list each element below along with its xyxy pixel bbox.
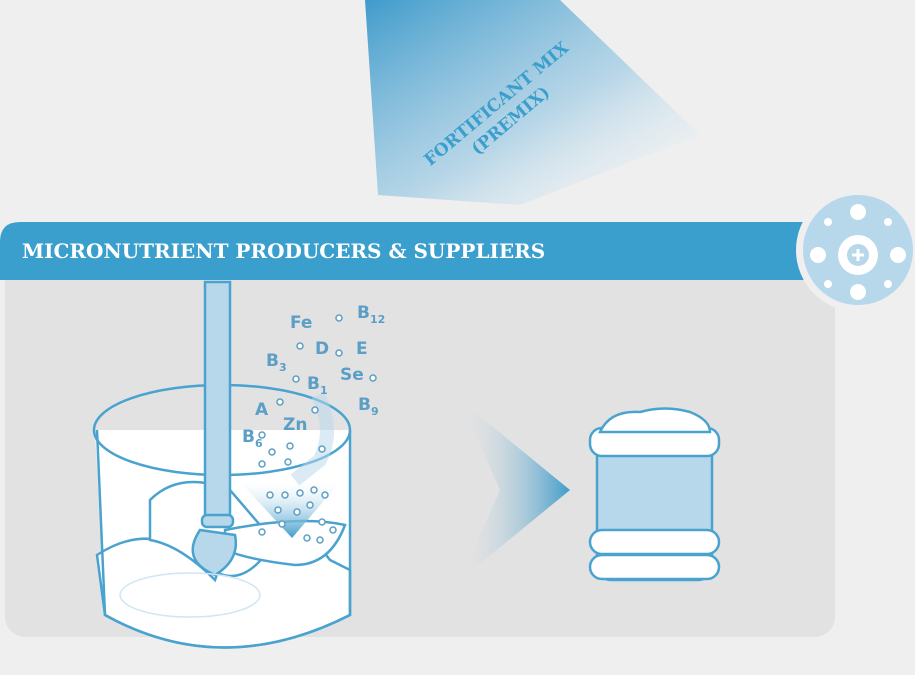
nutrient-subscript: 9 — [371, 405, 379, 418]
right-arrow — [460, 400, 570, 580]
banner-title: MICRONUTRIENT PRODUCERS & SUPPLIERS — [22, 239, 545, 263]
particle — [266, 491, 274, 499]
nutrient-label: B12 — [357, 303, 385, 326]
nutrient-symbol: Zn — [283, 415, 307, 435]
nutrient-symbol: Fe — [290, 313, 312, 333]
nutrient-subscript: 3 — [279, 361, 287, 374]
particle — [258, 528, 266, 536]
nutrient-label: Zn — [283, 415, 307, 435]
nutrient-symbol: E — [356, 339, 368, 359]
icon — [796, 188, 915, 312]
particle — [318, 445, 326, 453]
container — [588, 407, 721, 582]
particle — [335, 314, 343, 322]
nutrient-label: Fe — [290, 313, 312, 333]
nutrient-symbol: B — [307, 374, 320, 394]
particle — [318, 518, 326, 526]
particle — [276, 398, 284, 406]
nutrient-symbol: B — [357, 303, 370, 323]
particle — [296, 489, 304, 497]
banner — [0, 222, 820, 280]
nutrient-label: B9 — [358, 395, 379, 418]
nutrient-label: Se — [340, 365, 364, 385]
nutrient-label: D — [315, 339, 329, 359]
particle — [321, 491, 329, 499]
particle — [274, 506, 282, 514]
nutrient-label: A — [255, 400, 269, 420]
nutrient-symbol: B — [266, 351, 279, 371]
nutrient-subscript: 6 — [255, 437, 263, 450]
premix-arrow — [365, 0, 700, 205]
particle — [296, 342, 304, 350]
particle — [335, 349, 343, 357]
nutrient-symbol: B — [242, 427, 255, 447]
down-arrow — [240, 482, 340, 538]
nutrient-label: B1 — [307, 374, 328, 397]
particle — [311, 406, 319, 414]
particle — [292, 375, 300, 383]
particle — [286, 442, 294, 450]
particle — [310, 486, 318, 494]
nutrient-symbol: D — [315, 339, 329, 359]
particle — [258, 431, 266, 439]
particle — [329, 526, 337, 534]
particle — [284, 458, 292, 466]
nutrient-label: B6 — [242, 427, 263, 450]
particle — [306, 501, 314, 509]
particle — [293, 508, 301, 516]
nutrient-subscript: 12 — [370, 313, 385, 326]
nutrient-label: E — [356, 339, 368, 359]
particle — [278, 520, 286, 528]
nutrient-symbol: B — [358, 395, 371, 415]
nutrient-subscript: 1 — [320, 384, 328, 397]
particle — [316, 536, 324, 544]
particle — [281, 491, 289, 499]
nutrient-symbol: Se — [340, 365, 364, 385]
stream — [290, 391, 335, 486]
particle — [369, 374, 377, 382]
particle — [258, 460, 266, 468]
nutrient-symbol: A — [255, 400, 269, 420]
nutrient-label: B3 — [266, 351, 287, 374]
particle — [268, 448, 276, 456]
particle — [303, 534, 311, 542]
